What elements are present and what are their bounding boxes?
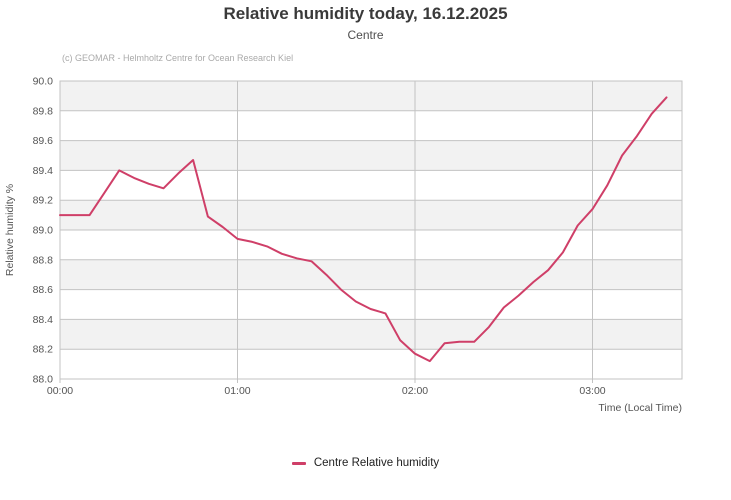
legend: Centre Relative humidity xyxy=(0,457,731,469)
chart-subtitle: Centre xyxy=(347,28,384,42)
x-tick-label: 01:00 xyxy=(224,385,250,397)
y-tick-label: 88.8 xyxy=(33,254,54,266)
x-tick-label: 02:00 xyxy=(402,385,428,397)
x-tick-label: 00:00 xyxy=(47,385,73,397)
y-tick-label: 89.8 xyxy=(33,105,54,117)
chart-title: Relative humidity today, 16.12.2025 xyxy=(223,4,508,23)
copyright-credit: (c) GEOMAR - Helmholtz Centre for Ocean … xyxy=(62,53,294,63)
plot-band xyxy=(60,319,682,350)
plot-band xyxy=(60,81,682,111)
y-tick-label: 89.0 xyxy=(33,225,54,237)
y-tick-label: 89.4 xyxy=(33,165,54,177)
y-tick-label: 89.6 xyxy=(33,135,54,147)
y-tick-label: 88.4 xyxy=(33,314,54,326)
plot-band xyxy=(60,259,682,290)
legend-series-label[interactable]: Centre Relative humidity xyxy=(313,457,440,469)
plot-band xyxy=(60,140,682,171)
humidity-series-line[interactable] xyxy=(59,96,668,363)
plot-band xyxy=(60,200,682,230)
y-axis-title: Relative humidity % xyxy=(4,184,16,276)
y-tick-label: 88.0 xyxy=(33,374,54,386)
y-tick-label: 89.2 xyxy=(33,195,54,207)
x-tick-label: 03:00 xyxy=(579,385,605,397)
x-axis-title: Time (Local Time) xyxy=(598,402,682,414)
y-tick-label: 90.0 xyxy=(33,76,54,88)
y-tick-label: 88.2 xyxy=(33,344,54,356)
legend-series-dash-icon[interactable] xyxy=(291,461,306,465)
y-tick-label: 88.6 xyxy=(33,284,54,296)
plot-border xyxy=(59,80,683,380)
